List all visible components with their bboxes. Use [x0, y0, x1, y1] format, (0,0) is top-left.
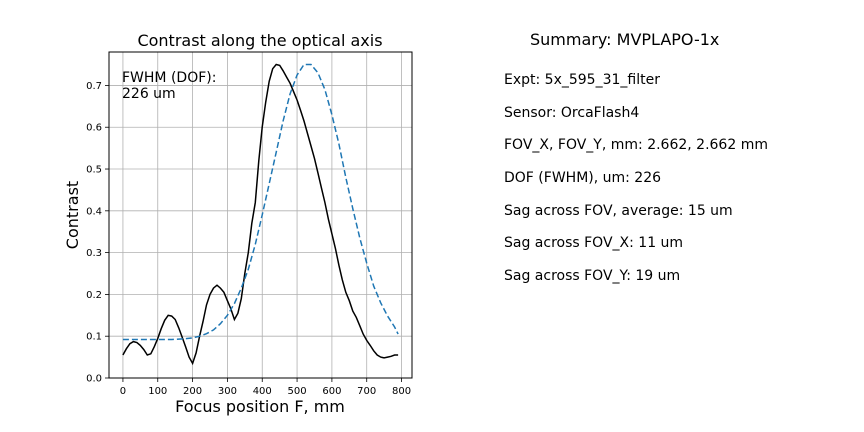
y-tick-label: 0.7 [86, 81, 102, 92]
y-tick-label: 0.5 [86, 165, 102, 176]
summary-sag-fov-y: Sag across FOV_Y: 19 um [504, 266, 768, 299]
x-tick-label: 400 [253, 386, 272, 397]
fwhm-annotation: FWHM (DOF): 226 um [122, 70, 216, 102]
summary-dof: DOF (FWHM), um: 226 [504, 168, 768, 201]
y-axis-ticks: 0.0 0.1 0.2 0.3 0.4 0.5 0.6 0.7 [86, 81, 109, 385]
x-tick-label: 300 [218, 386, 237, 397]
summary-sag-average: Sag across FOV, average: 15 um [504, 201, 768, 234]
summary-sensor: Sensor: OrcaFlash4 [504, 103, 768, 136]
summary-title: Summary: MVPLAPO-1x [530, 30, 719, 49]
summary-expt: Expt: 5x_595_31_filter [504, 70, 768, 103]
chart-series [123, 65, 398, 364]
summary-list: Expt: 5x_595_31_filter Sensor: OrcaFlash… [504, 70, 768, 299]
x-tick-label: 500 [288, 386, 307, 397]
fit-curve-line [123, 65, 398, 340]
x-tick-label: 600 [322, 386, 341, 397]
annotation-line: FWHM (DOF): [122, 70, 216, 86]
x-tick-label: 700 [357, 386, 376, 397]
y-tick-label: 0.3 [86, 248, 102, 259]
x-axis-label: Focus position F, mm [175, 397, 345, 416]
y-tick-label: 0.1 [86, 332, 102, 343]
summary-sag-fov-x: Sag across FOV_X: 11 um [504, 233, 768, 266]
x-tick-label: 200 [183, 386, 202, 397]
contrast-chart: Contrast along the optical axis 0 100 200 3… [0, 0, 480, 432]
y-tick-label: 0.6 [86, 123, 102, 134]
y-tick-label: 0.0 [86, 374, 102, 385]
x-tick-label: 0 [120, 386, 126, 397]
x-tick-label: 800 [392, 386, 411, 397]
measured-contrast-line [123, 65, 398, 364]
y-tick-label: 0.4 [86, 206, 102, 217]
y-tick-label: 0.2 [86, 290, 102, 301]
y-axis-label: Contrast [63, 181, 82, 249]
annotation-line: 226 um [122, 86, 176, 102]
x-axis-ticks: 0 100 200 300 400 500 600 700 800 [120, 378, 411, 397]
summary-fov: FOV_X, FOV_Y, mm: 2.662, 2.662 mm [504, 135, 768, 168]
x-tick-label: 100 [148, 386, 167, 397]
chart-title: Contrast along the optical axis [137, 31, 382, 50]
